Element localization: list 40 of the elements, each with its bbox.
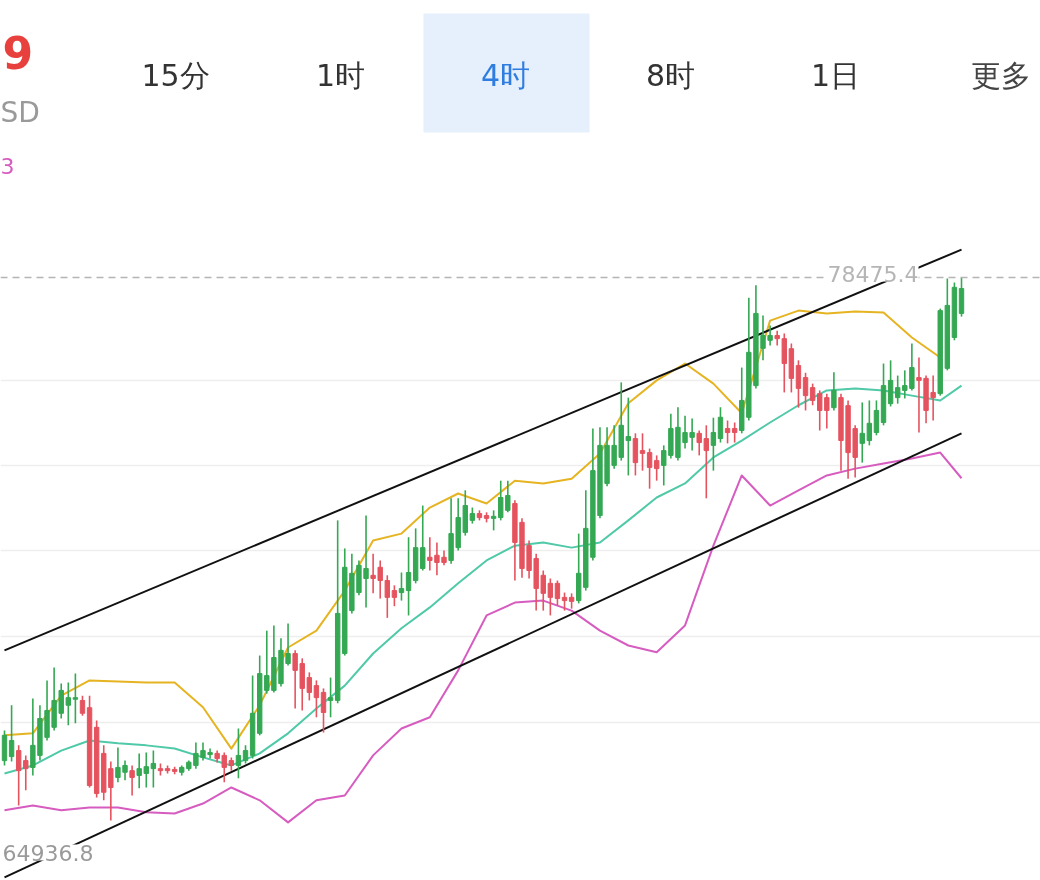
candlestick xyxy=(653,454,660,482)
candlestick xyxy=(717,406,724,444)
candlestick xyxy=(561,591,568,612)
candlestick xyxy=(831,371,837,412)
ref-line-label: 78475.4 xyxy=(827,261,919,287)
candlestick xyxy=(8,704,15,763)
text: 4时 xyxy=(480,58,531,93)
candlestick xyxy=(129,764,135,797)
candlestick xyxy=(405,536,412,617)
text: SD xyxy=(0,96,40,129)
candlestick xyxy=(150,749,157,789)
text: 9 xyxy=(2,28,34,79)
candlestick xyxy=(554,579,561,607)
candlestick xyxy=(242,744,249,765)
candlestick xyxy=(724,419,731,445)
candlestick xyxy=(235,727,242,780)
candlestick xyxy=(887,359,894,408)
text: 8时 xyxy=(645,58,696,93)
candlestick xyxy=(802,371,809,412)
candlestick xyxy=(809,382,816,407)
candlestick xyxy=(79,694,86,717)
candlestick xyxy=(490,509,497,532)
text: 3 xyxy=(0,153,15,179)
candlestick xyxy=(731,421,738,444)
candlestick xyxy=(398,571,405,602)
text: 1时 xyxy=(315,58,366,93)
text: 64936.8 xyxy=(2,840,94,866)
candlestick xyxy=(639,432,646,472)
candlestick xyxy=(710,416,717,472)
candlestick xyxy=(320,687,327,734)
candlestick xyxy=(873,399,880,437)
candlestick xyxy=(795,359,802,409)
candlestick xyxy=(313,679,320,719)
candlestick xyxy=(391,584,398,607)
text: 1日 xyxy=(810,58,861,93)
candlestick xyxy=(327,676,334,719)
candlestick xyxy=(72,672,79,725)
candlestick xyxy=(646,447,653,490)
text: 15分 xyxy=(141,58,210,93)
text: 更多 xyxy=(970,58,1031,93)
